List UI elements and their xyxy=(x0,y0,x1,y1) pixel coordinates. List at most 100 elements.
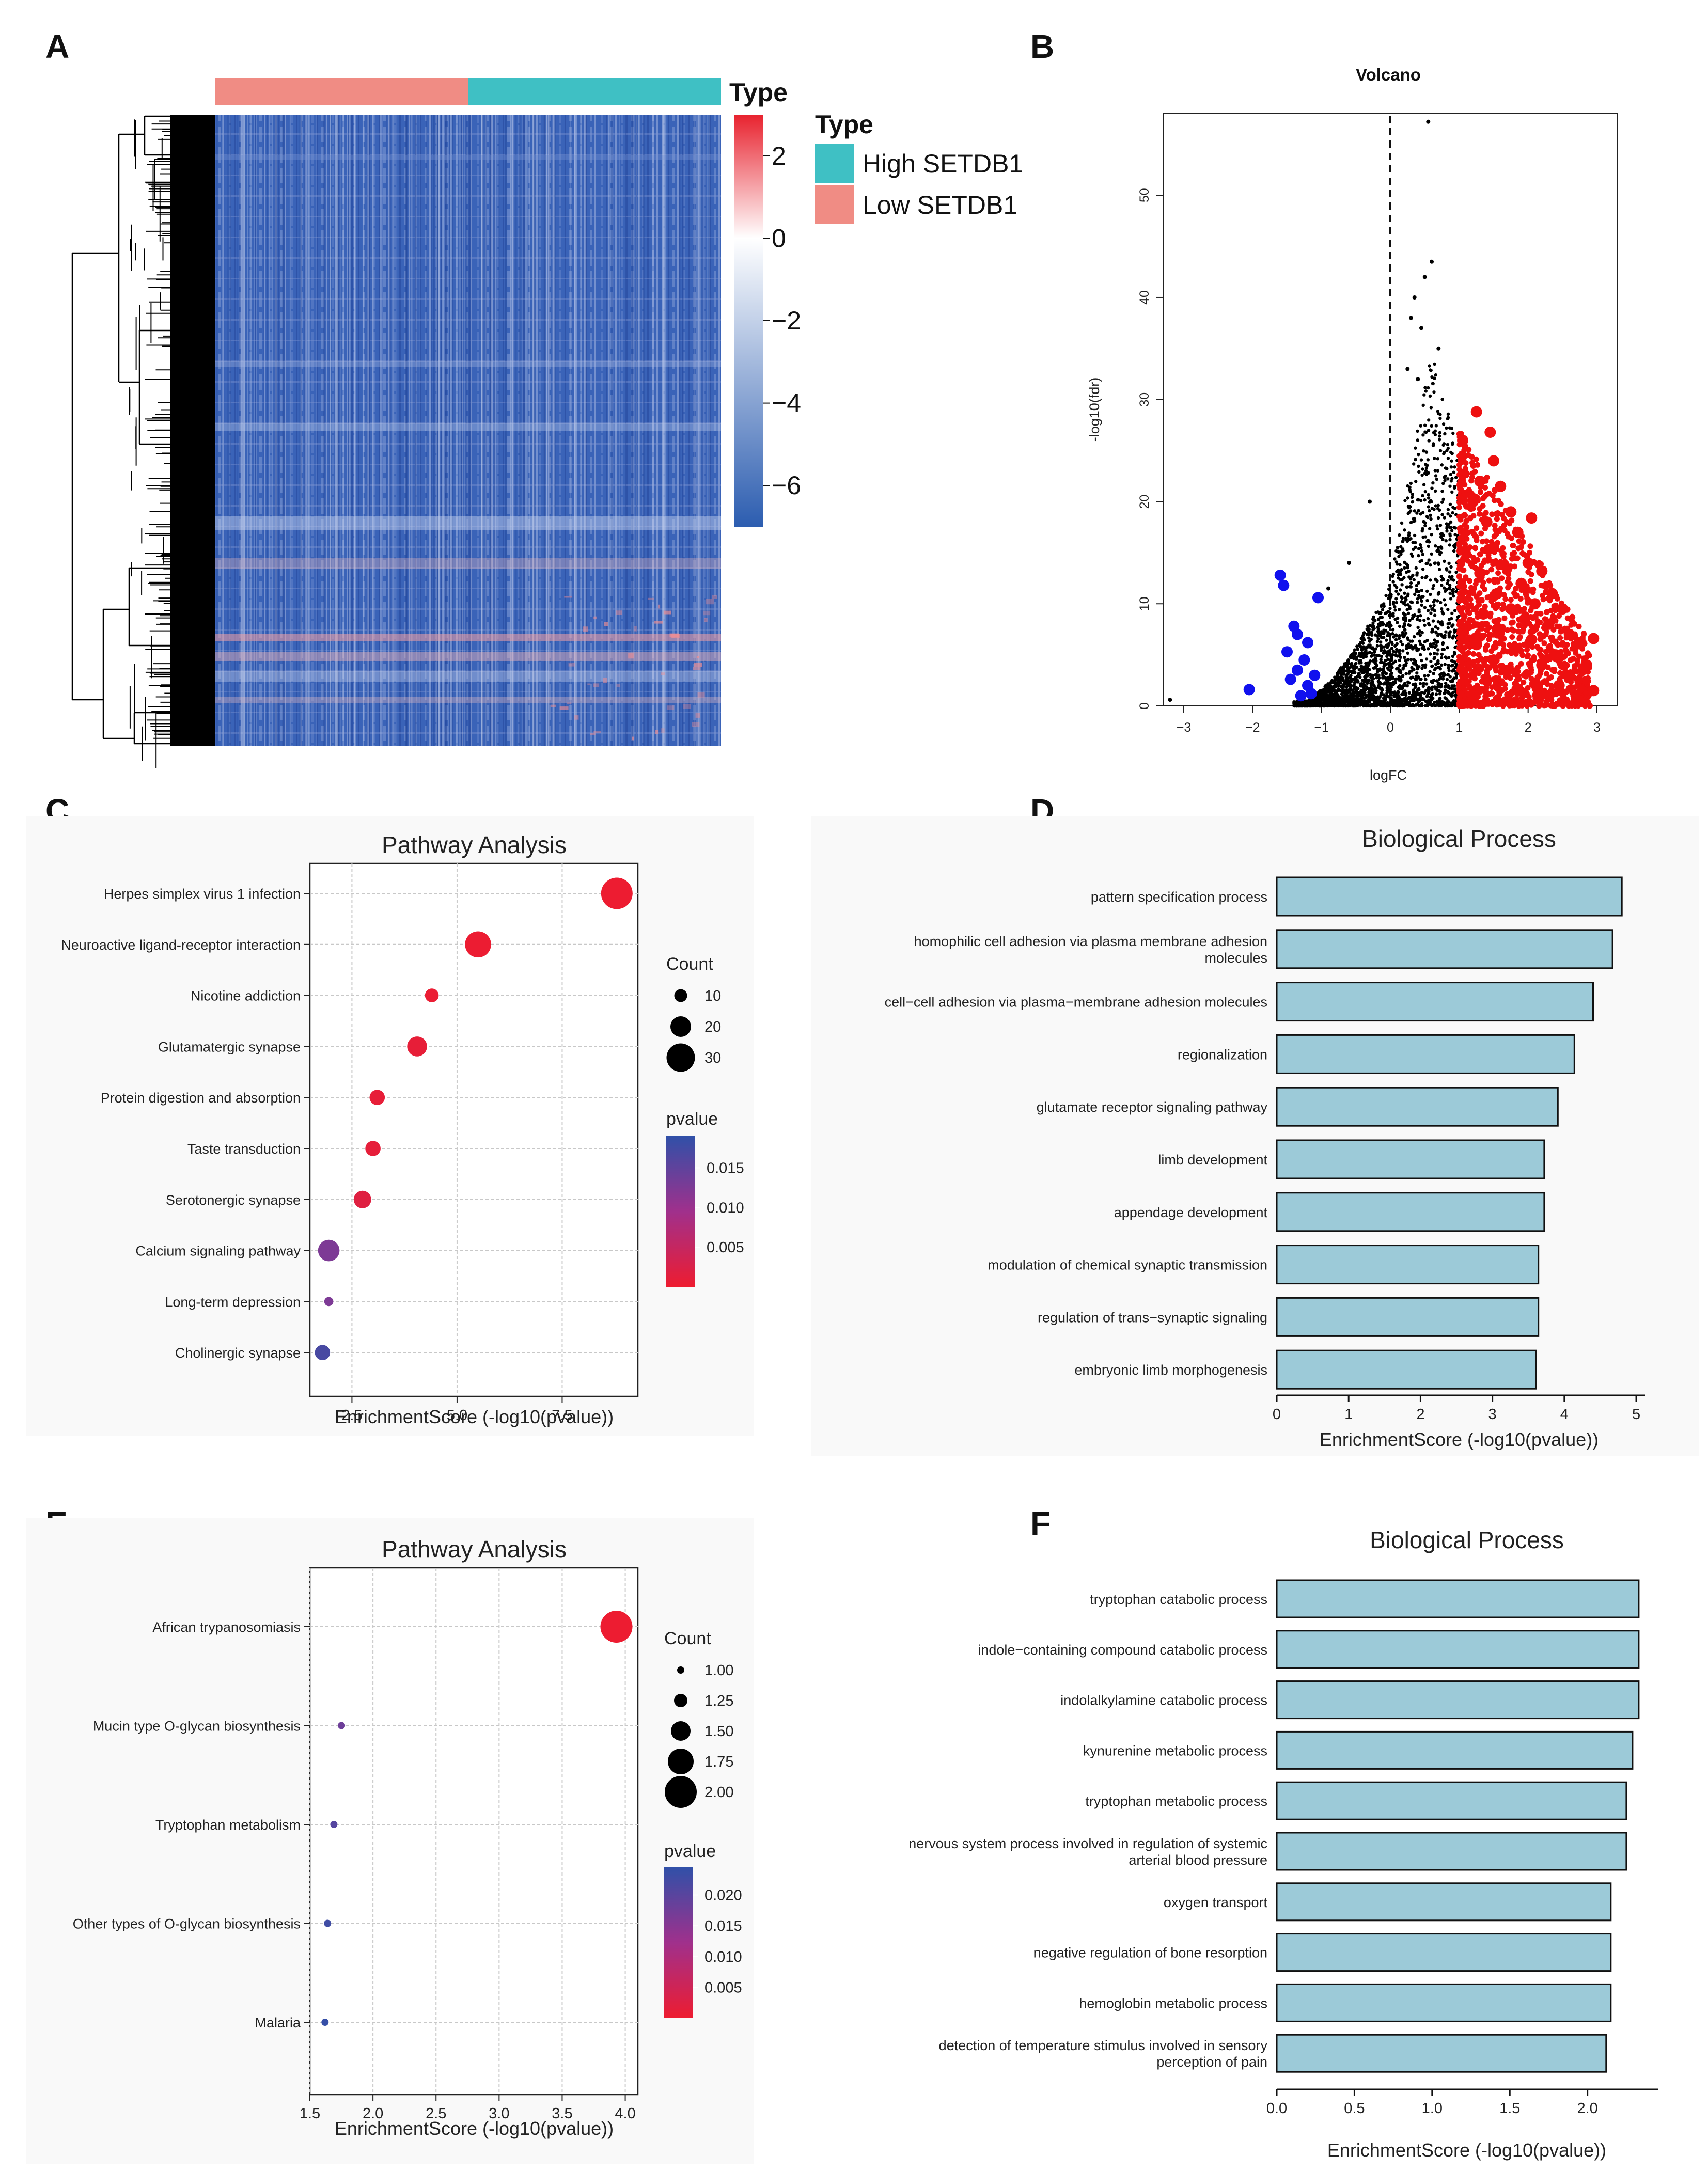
volcano-point xyxy=(1450,702,1454,706)
volcano-point xyxy=(1433,656,1436,659)
volcano-point-up xyxy=(1537,690,1543,697)
volcano-title: Volcano xyxy=(1356,65,1421,84)
volcano-point xyxy=(1403,591,1406,595)
bar xyxy=(1276,1730,1634,1770)
volcano-point-up xyxy=(1456,684,1463,690)
volcano-point xyxy=(1441,641,1445,645)
volcano-point xyxy=(1427,493,1430,497)
heatmap-hot-cell xyxy=(704,618,708,622)
volcano-point xyxy=(1387,587,1391,591)
volcano-point xyxy=(1375,703,1379,707)
volcano-point xyxy=(1440,656,1444,660)
volcano-point xyxy=(1436,527,1439,531)
volcano-point xyxy=(1418,543,1422,547)
pvalue-tick-label: 0.020 xyxy=(704,1887,742,1904)
volcano-point xyxy=(1348,695,1352,699)
volcano-point xyxy=(1382,645,1386,649)
volcano-point xyxy=(1404,672,1408,676)
volcano-point-up xyxy=(1484,627,1490,633)
volcano-point xyxy=(1384,659,1387,663)
volcano-point xyxy=(1432,390,1436,394)
volcano-point xyxy=(1387,625,1391,628)
volcano-point xyxy=(1404,700,1407,703)
volcano-point xyxy=(1360,669,1364,672)
volcano-point-up xyxy=(1462,512,1468,518)
heatmap-streak xyxy=(534,115,535,746)
volcano-point-up xyxy=(1498,501,1504,507)
volcano-point xyxy=(1453,507,1456,510)
volcano-point xyxy=(1447,618,1451,621)
volcano-point xyxy=(1320,695,1324,698)
count-legend-dot xyxy=(671,1721,691,1741)
volcano-point-up xyxy=(1482,484,1488,491)
volcano-point-up xyxy=(1480,547,1486,554)
volcano-point-up xyxy=(1465,558,1471,564)
volcano-point xyxy=(1402,576,1406,579)
volcano-point xyxy=(1385,654,1389,658)
heatmap-streak xyxy=(554,115,556,746)
volcano-point xyxy=(1403,528,1406,532)
volcano-point-ns xyxy=(1368,499,1372,504)
category-label: Protein digestion and absorption xyxy=(101,1090,301,1106)
volcano-point xyxy=(1446,508,1450,511)
volcano-point xyxy=(1434,373,1438,377)
volcano-point-up xyxy=(1472,545,1478,551)
volcano-point xyxy=(1394,586,1399,589)
volcano-point xyxy=(1438,431,1442,435)
volcano-point xyxy=(1421,433,1425,437)
volcano-point xyxy=(1419,424,1422,428)
volcano-point xyxy=(1443,691,1447,695)
volcano-point xyxy=(1440,398,1444,401)
volcano-point xyxy=(1413,682,1417,686)
heatmap-streak xyxy=(702,115,704,746)
volcano-point xyxy=(1367,696,1371,700)
panel-e-count-legend-title: Count xyxy=(664,1629,711,1648)
volcano-point xyxy=(1436,507,1440,511)
heatmap-streak xyxy=(388,115,390,746)
heatmap-streak xyxy=(410,115,413,746)
volcano-point xyxy=(1453,526,1458,530)
bar xyxy=(1276,1832,1627,1871)
volcano-point-up xyxy=(1517,596,1524,602)
volcano-point-up xyxy=(1540,596,1546,603)
heatmap-streak xyxy=(574,115,576,746)
volcano-point xyxy=(1407,681,1411,685)
volcano-point xyxy=(1449,479,1453,483)
volcano-point-ns xyxy=(1416,377,1420,382)
volcano-point xyxy=(1442,442,1446,446)
volcano-point xyxy=(1417,554,1420,558)
volcano-point-up xyxy=(1483,538,1490,544)
volcano-point xyxy=(1387,668,1391,672)
volcano-point xyxy=(1441,677,1445,681)
volcano-point xyxy=(1412,517,1415,521)
heatmap-streak xyxy=(547,115,550,746)
volcano-point-up xyxy=(1576,653,1582,659)
volcano-point xyxy=(1386,685,1390,689)
volcano-point-up xyxy=(1511,550,1517,556)
volcano-point xyxy=(1365,627,1369,631)
volcano-point-up xyxy=(1484,594,1491,601)
volcano-point xyxy=(1403,656,1406,659)
volcano-point xyxy=(1403,682,1407,685)
heatmap-streak xyxy=(348,115,349,746)
volcano-point xyxy=(1433,544,1437,548)
volcano-point xyxy=(1439,682,1443,686)
volcano-point xyxy=(1391,611,1395,616)
volcano-point xyxy=(1376,618,1381,621)
volcano-point xyxy=(1420,603,1423,607)
panel-d-xlabel: EnrichmentScore (-log10(pvalue)) xyxy=(1320,1429,1599,1450)
bar xyxy=(1276,1680,1640,1720)
volcano-point-up xyxy=(1523,688,1529,695)
volcano-point xyxy=(1372,615,1375,619)
volcano-point xyxy=(1448,621,1452,625)
volcano-point xyxy=(1378,621,1382,624)
bar-category-label: limb development xyxy=(1158,1152,1267,1168)
volcano-point xyxy=(1438,438,1441,442)
volcano-xtick-label: −1 xyxy=(1314,720,1329,735)
volcano-point xyxy=(1412,662,1416,666)
volcano-point xyxy=(1353,653,1356,657)
bar xyxy=(1276,1087,1559,1127)
volcano-point xyxy=(1355,665,1359,669)
volcano-point xyxy=(1436,469,1439,473)
